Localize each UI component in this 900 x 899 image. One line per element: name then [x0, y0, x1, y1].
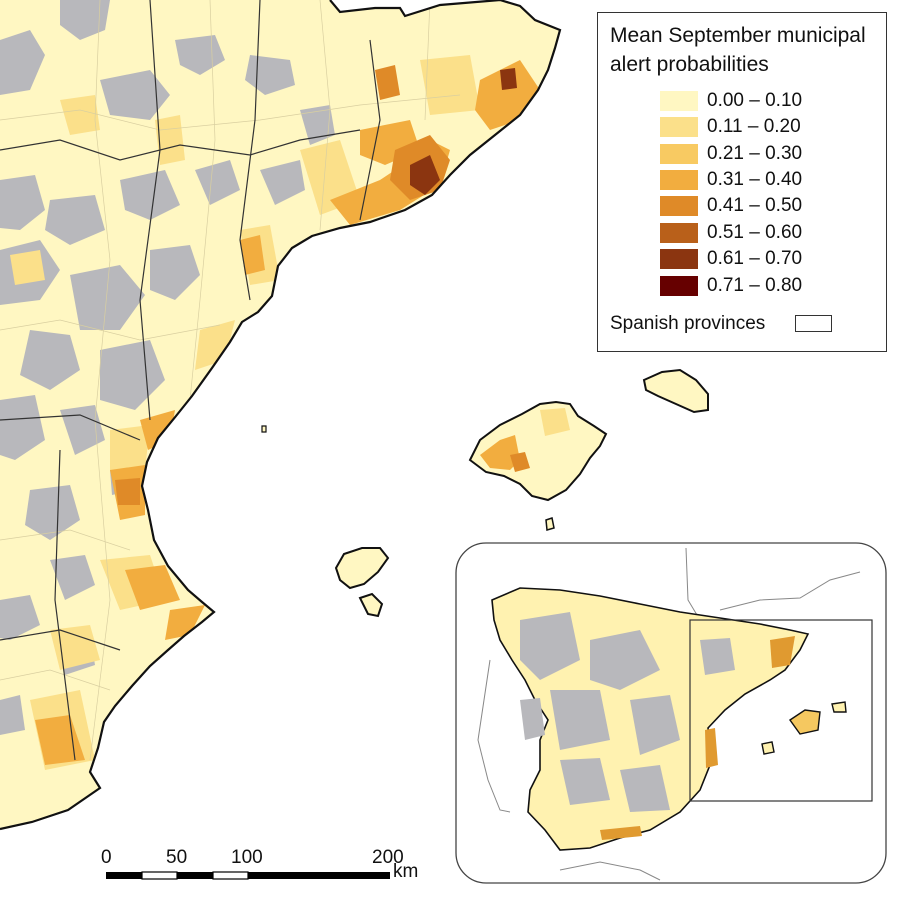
scale-label-100: 100 [231, 847, 263, 868]
legend-swatch [660, 117, 698, 137]
scale-unit-label: km [393, 861, 419, 882]
legend-label: 0.41 – 0.50 [707, 195, 803, 216]
municipal-boundaries [0, 0, 461, 761]
legend-provinces-label: Spanish provinces [610, 313, 766, 334]
scale-segment [212, 871, 249, 880]
inset-ibiza [761, 741, 775, 755]
legend-entry: 0.41 – 0.50 [660, 195, 870, 217]
inset-no-data-areas [520, 612, 735, 812]
inset-locator-map [455, 542, 887, 884]
very-high-alert-municipalities [410, 68, 517, 195]
inset-menorca [831, 701, 847, 713]
mainland-coastline [0, 0, 562, 831]
inset-mallorca [789, 709, 821, 735]
legend-swatch [660, 249, 698, 269]
legend-swatch [660, 223, 698, 243]
scale-bar [106, 871, 390, 880]
scale-segment [141, 871, 178, 880]
no-data-municipalities [0, 0, 335, 735]
legend-label: 0.71 – 0.80 [707, 275, 803, 296]
legend-entry: 0.11 – 0.20 [660, 116, 870, 138]
legend-label: 0.61 – 0.70 [707, 248, 803, 269]
inset-portugal-outline [477, 659, 511, 813]
scale-label-0: 0 [101, 847, 112, 868]
legend-title-line-1: Mean September municipal [610, 24, 866, 47]
legend-entry: 0.61 – 0.70 [660, 248, 870, 270]
legend-swatch [660, 276, 698, 296]
legend-title: Mean September municipal alert probabili… [610, 21, 882, 79]
legend-swatch [660, 170, 698, 190]
scale-segment [248, 872, 390, 879]
legend-entry: 0.31 – 0.40 [660, 169, 870, 191]
legend-title-line-2: alert probabilities [610, 53, 769, 76]
inset-alert-hotspots [600, 636, 795, 840]
scale-label-200: 200 [372, 847, 404, 868]
legend-label: 0.21 – 0.30 [707, 143, 803, 164]
legend-swatch [660, 91, 698, 111]
columbretes-islet [261, 425, 267, 433]
legend-label: 0.00 – 0.10 [707, 90, 803, 111]
mallorca-island [468, 400, 608, 502]
study-area-box [689, 619, 873, 802]
inset-africa-outline [559, 861, 661, 881]
legend-entry: 0.00 – 0.10 [660, 90, 870, 112]
legend-provinces-swatch [795, 315, 832, 332]
scale-label-50: 50 [166, 847, 188, 868]
balearic-islands [261, 368, 709, 618]
legend-label: 0.11 – 0.20 [707, 116, 801, 137]
formentera-island [358, 592, 384, 618]
legend-entry: 0.51 – 0.60 [660, 222, 870, 244]
mallorca-high-alert-area [510, 452, 530, 472]
legend-panel: Mean September municipal alert probabili… [597, 12, 887, 352]
legend-entry: 0.71 – 0.80 [660, 275, 870, 297]
mallorca-north-alert-area [540, 408, 570, 436]
inset-france-outline [685, 547, 861, 621]
scale-segment [106, 872, 142, 879]
legend-label: 0.51 – 0.60 [707, 222, 803, 243]
menorca-island [642, 368, 709, 414]
cabrera-island [545, 517, 555, 531]
scale-segment [177, 872, 213, 879]
legend-swatch [660, 196, 698, 216]
mallorca-southwest-alert-area [480, 435, 520, 470]
legend-entry: 0.21 – 0.30 [660, 143, 870, 165]
legend-label: 0.31 – 0.40 [707, 169, 803, 190]
legend-swatch [660, 144, 698, 164]
province-boundaries [0, 0, 381, 761]
ibiza-island [334, 547, 390, 590]
mainland-region [0, 0, 562, 831]
